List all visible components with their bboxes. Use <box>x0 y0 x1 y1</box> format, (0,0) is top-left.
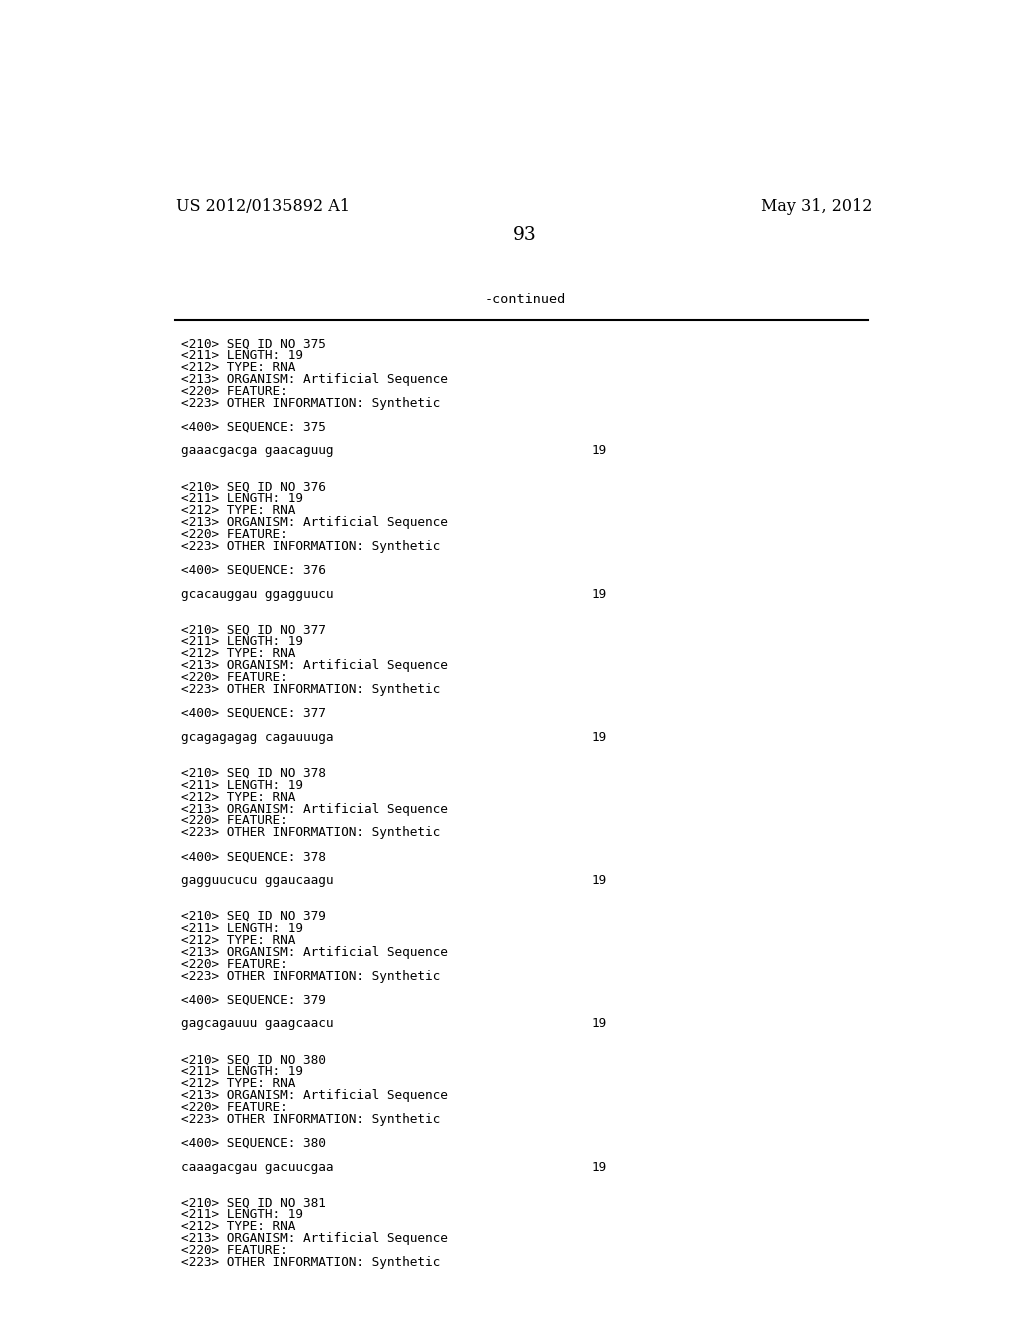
Text: <220> FEATURE:: <220> FEATURE: <box>180 958 288 970</box>
Text: <212> TYPE: RNA: <212> TYPE: RNA <box>180 1220 295 1233</box>
Text: <210> SEQ ID NO 379: <210> SEQ ID NO 379 <box>180 909 326 923</box>
Text: gagcagauuu gaagcaacu: gagcagauuu gaagcaacu <box>180 1018 333 1031</box>
Text: <210> SEQ ID NO 381: <210> SEQ ID NO 381 <box>180 1196 326 1209</box>
Text: <213> ORGANISM: Artificial Sequence: <213> ORGANISM: Artificial Sequence <box>180 372 447 385</box>
Text: <211> LENGTH: 19: <211> LENGTH: 19 <box>180 1208 303 1221</box>
Text: <213> ORGANISM: Artificial Sequence: <213> ORGANISM: Artificial Sequence <box>180 516 447 529</box>
Text: <220> FEATURE:: <220> FEATURE: <box>180 385 288 397</box>
Text: May 31, 2012: May 31, 2012 <box>761 198 872 215</box>
Text: gagguucucu ggaucaagu: gagguucucu ggaucaagu <box>180 874 333 887</box>
Text: <223> OTHER INFORMATION: Synthetic: <223> OTHER INFORMATION: Synthetic <box>180 540 440 553</box>
Text: <211> LENGTH: 19: <211> LENGTH: 19 <box>180 492 303 506</box>
Text: <212> TYPE: RNA: <212> TYPE: RNA <box>180 647 295 660</box>
Text: <213> ORGANISM: Artificial Sequence: <213> ORGANISM: Artificial Sequence <box>180 803 447 816</box>
Text: <213> ORGANISM: Artificial Sequence: <213> ORGANISM: Artificial Sequence <box>180 1089 447 1102</box>
Text: <223> OTHER INFORMATION: Synthetic: <223> OTHER INFORMATION: Synthetic <box>180 397 440 409</box>
Text: <211> LENGTH: 19: <211> LENGTH: 19 <box>180 635 303 648</box>
Text: 19: 19 <box>592 1018 606 1031</box>
Text: <211> LENGTH: 19: <211> LENGTH: 19 <box>180 779 303 792</box>
Text: <223> OTHER INFORMATION: Synthetic: <223> OTHER INFORMATION: Synthetic <box>180 970 440 982</box>
Text: 19: 19 <box>592 1160 606 1173</box>
Text: gcagagagag cagauuuga: gcagagagag cagauuuga <box>180 731 333 744</box>
Text: <210> SEQ ID NO 375: <210> SEQ ID NO 375 <box>180 337 326 350</box>
Text: <400> SEQUENCE: 380: <400> SEQUENCE: 380 <box>180 1137 326 1150</box>
Text: <223> OTHER INFORMATION: Synthetic: <223> OTHER INFORMATION: Synthetic <box>180 1257 440 1269</box>
Text: gcacauggau ggagguucu: gcacauggau ggagguucu <box>180 587 333 601</box>
Text: <212> TYPE: RNA: <212> TYPE: RNA <box>180 504 295 517</box>
Text: <400> SEQUENCE: 377: <400> SEQUENCE: 377 <box>180 708 326 719</box>
Text: <220> FEATURE:: <220> FEATURE: <box>180 1243 288 1257</box>
Text: 19: 19 <box>592 731 606 744</box>
Text: <210> SEQ ID NO 380: <210> SEQ ID NO 380 <box>180 1053 326 1067</box>
Text: <212> TYPE: RNA: <212> TYPE: RNA <box>180 791 295 804</box>
Text: <220> FEATURE:: <220> FEATURE: <box>180 1101 288 1114</box>
Text: caaagacgau gacuucgaa: caaagacgau gacuucgaa <box>180 1160 333 1173</box>
Text: <212> TYPE: RNA: <212> TYPE: RNA <box>180 1077 295 1090</box>
Text: <212> TYPE: RNA: <212> TYPE: RNA <box>180 933 295 946</box>
Text: <211> LENGTH: 19: <211> LENGTH: 19 <box>180 1065 303 1078</box>
Text: <211> LENGTH: 19: <211> LENGTH: 19 <box>180 348 303 362</box>
Text: <213> ORGANISM: Artificial Sequence: <213> ORGANISM: Artificial Sequence <box>180 1232 447 1245</box>
Text: <220> FEATURE:: <220> FEATURE: <box>180 528 288 541</box>
Text: <223> OTHER INFORMATION: Synthetic: <223> OTHER INFORMATION: Synthetic <box>180 1113 440 1126</box>
Text: <220> FEATURE:: <220> FEATURE: <box>180 671 288 684</box>
Text: <400> SEQUENCE: 379: <400> SEQUENCE: 379 <box>180 994 326 1006</box>
Text: <210> SEQ ID NO 377: <210> SEQ ID NO 377 <box>180 623 326 636</box>
Text: <213> ORGANISM: Artificial Sequence: <213> ORGANISM: Artificial Sequence <box>180 945 447 958</box>
Text: <400> SEQUENCE: 376: <400> SEQUENCE: 376 <box>180 564 326 577</box>
Text: <212> TYPE: RNA: <212> TYPE: RNA <box>180 360 295 374</box>
Text: 19: 19 <box>592 587 606 601</box>
Text: gaaacgacga gaacaguug: gaaacgacga gaacaguug <box>180 445 333 458</box>
Text: <223> OTHER INFORMATION: Synthetic: <223> OTHER INFORMATION: Synthetic <box>180 826 440 840</box>
Text: <400> SEQUENCE: 375: <400> SEQUENCE: 375 <box>180 421 326 433</box>
Text: <223> OTHER INFORMATION: Synthetic: <223> OTHER INFORMATION: Synthetic <box>180 684 440 696</box>
Text: <213> ORGANISM: Artificial Sequence: <213> ORGANISM: Artificial Sequence <box>180 659 447 672</box>
Text: <211> LENGTH: 19: <211> LENGTH: 19 <box>180 921 303 935</box>
Text: US 2012/0135892 A1: US 2012/0135892 A1 <box>176 198 350 215</box>
Text: <210> SEQ ID NO 376: <210> SEQ ID NO 376 <box>180 480 326 494</box>
Text: <220> FEATURE:: <220> FEATURE: <box>180 814 288 828</box>
Text: -continued: -continued <box>484 293 565 306</box>
Text: <400> SEQUENCE: 378: <400> SEQUENCE: 378 <box>180 850 326 863</box>
Text: <210> SEQ ID NO 378: <210> SEQ ID NO 378 <box>180 767 326 780</box>
Text: 19: 19 <box>592 445 606 458</box>
Text: 93: 93 <box>513 226 537 244</box>
Text: 19: 19 <box>592 874 606 887</box>
